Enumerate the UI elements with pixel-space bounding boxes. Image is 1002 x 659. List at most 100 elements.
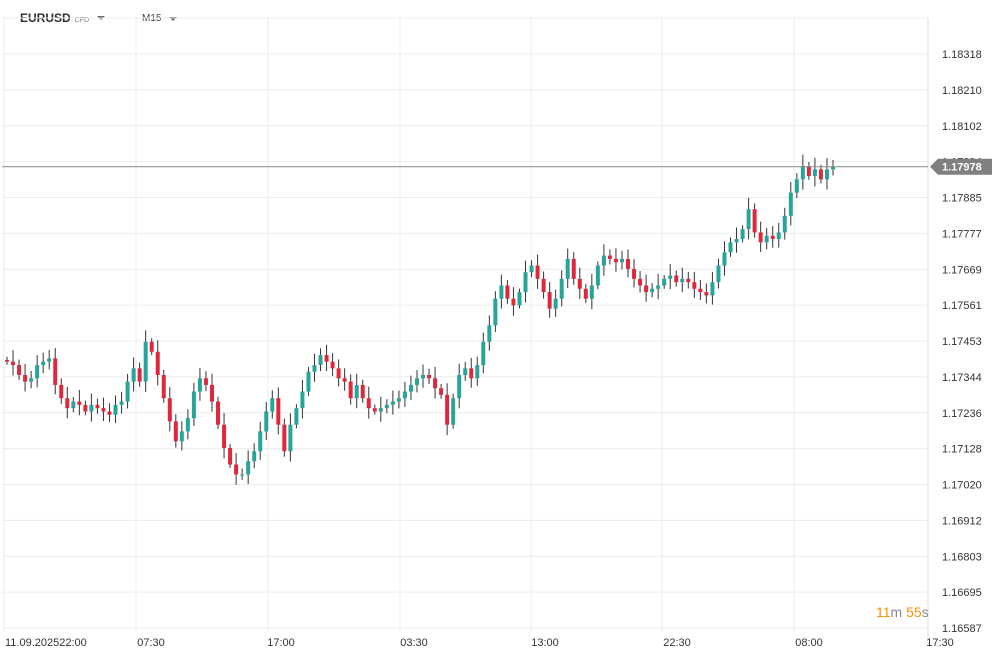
candle-body <box>800 166 805 180</box>
candle <box>806 161 811 180</box>
candle-body <box>493 298 498 326</box>
candle <box>469 357 474 388</box>
candle <box>698 279 703 301</box>
candle <box>47 349 52 370</box>
candle-body <box>517 292 522 306</box>
candle-body <box>523 272 528 293</box>
candle <box>119 391 124 414</box>
candle-body <box>234 464 239 475</box>
candle <box>258 421 263 460</box>
candle <box>282 418 287 457</box>
candle-body <box>59 384 64 399</box>
candle-body <box>427 374 432 379</box>
candle <box>728 237 733 257</box>
price-tick-label: 1.16912 <box>942 515 982 527</box>
candle-body <box>197 378 202 392</box>
candle-body <box>589 285 594 299</box>
candle-body <box>161 374 166 399</box>
candle-body <box>475 365 480 379</box>
candle-body <box>240 474 245 476</box>
candle-body <box>565 258 570 279</box>
candle-body <box>764 235 769 243</box>
candle <box>384 399 389 414</box>
candle-body <box>185 418 190 432</box>
candle <box>113 395 118 424</box>
candle <box>83 400 88 416</box>
candle <box>541 271 546 299</box>
candle <box>179 421 184 451</box>
candle-body <box>638 278 643 286</box>
candle-body <box>71 401 76 409</box>
candle <box>131 357 136 392</box>
candle <box>95 398 100 414</box>
candle-body <box>481 341 486 366</box>
candle <box>173 414 178 448</box>
candle-body <box>535 265 540 279</box>
candle <box>493 291 498 333</box>
candle <box>475 356 480 386</box>
candle <box>143 330 148 392</box>
time-tick-label: 11.09.2025 <box>5 637 59 649</box>
candle <box>342 368 347 391</box>
price-tick-label: 1.17344 <box>942 372 982 384</box>
candle-body <box>137 368 142 382</box>
candle-body <box>547 292 552 309</box>
candle-body <box>656 285 661 289</box>
candle-body <box>457 374 462 399</box>
candle-body <box>831 166 835 170</box>
candle-body <box>571 258 576 279</box>
candle-body <box>818 169 823 180</box>
candle-body <box>583 288 588 299</box>
candle <box>197 368 202 401</box>
candle-body <box>553 298 558 309</box>
candle-body <box>529 265 534 273</box>
candle-body <box>686 278 691 283</box>
current-price-tag <box>930 158 992 175</box>
candle-body <box>758 232 763 243</box>
candle-body <box>728 242 733 253</box>
candle-body <box>11 361 16 366</box>
candle-body <box>53 358 58 385</box>
candle <box>782 207 787 240</box>
candle-body <box>209 384 214 402</box>
candle-body <box>402 391 407 399</box>
candle <box>547 282 552 318</box>
candle <box>240 468 245 480</box>
time-tick-label: 17:00 <box>267 637 295 649</box>
candle <box>788 181 793 226</box>
candle <box>209 373 214 412</box>
price-tick-label: 1.17669 <box>942 264 982 276</box>
candle <box>583 284 588 303</box>
candle <box>366 386 371 419</box>
candle <box>722 241 727 276</box>
candle <box>668 263 673 290</box>
candle-body <box>824 169 829 180</box>
candle <box>137 362 142 387</box>
candle-body <box>776 232 781 240</box>
candle-body <box>47 358 52 362</box>
candle <box>216 396 221 430</box>
candle-body <box>5 360 9 362</box>
candle-body <box>312 365 317 372</box>
candle <box>433 366 438 399</box>
candle <box>644 274 649 302</box>
candle-body <box>216 401 221 425</box>
candle-body <box>41 361 46 366</box>
candle-body <box>421 374 426 379</box>
candle-body <box>270 398 275 412</box>
candle-body <box>782 215 787 233</box>
candle <box>674 270 679 287</box>
candle-body <box>83 404 88 412</box>
candle <box>161 369 166 403</box>
candle-body <box>541 278 546 293</box>
candle <box>752 203 757 238</box>
price-tick-label: 1.17236 <box>942 408 982 420</box>
candle-body <box>632 268 637 279</box>
candle-body <box>173 421 178 442</box>
candle-body <box>511 298 516 306</box>
candle <box>800 154 805 190</box>
price-tick-label: 1.18318 <box>942 49 982 61</box>
candle <box>324 344 329 372</box>
candle-body <box>451 398 456 425</box>
